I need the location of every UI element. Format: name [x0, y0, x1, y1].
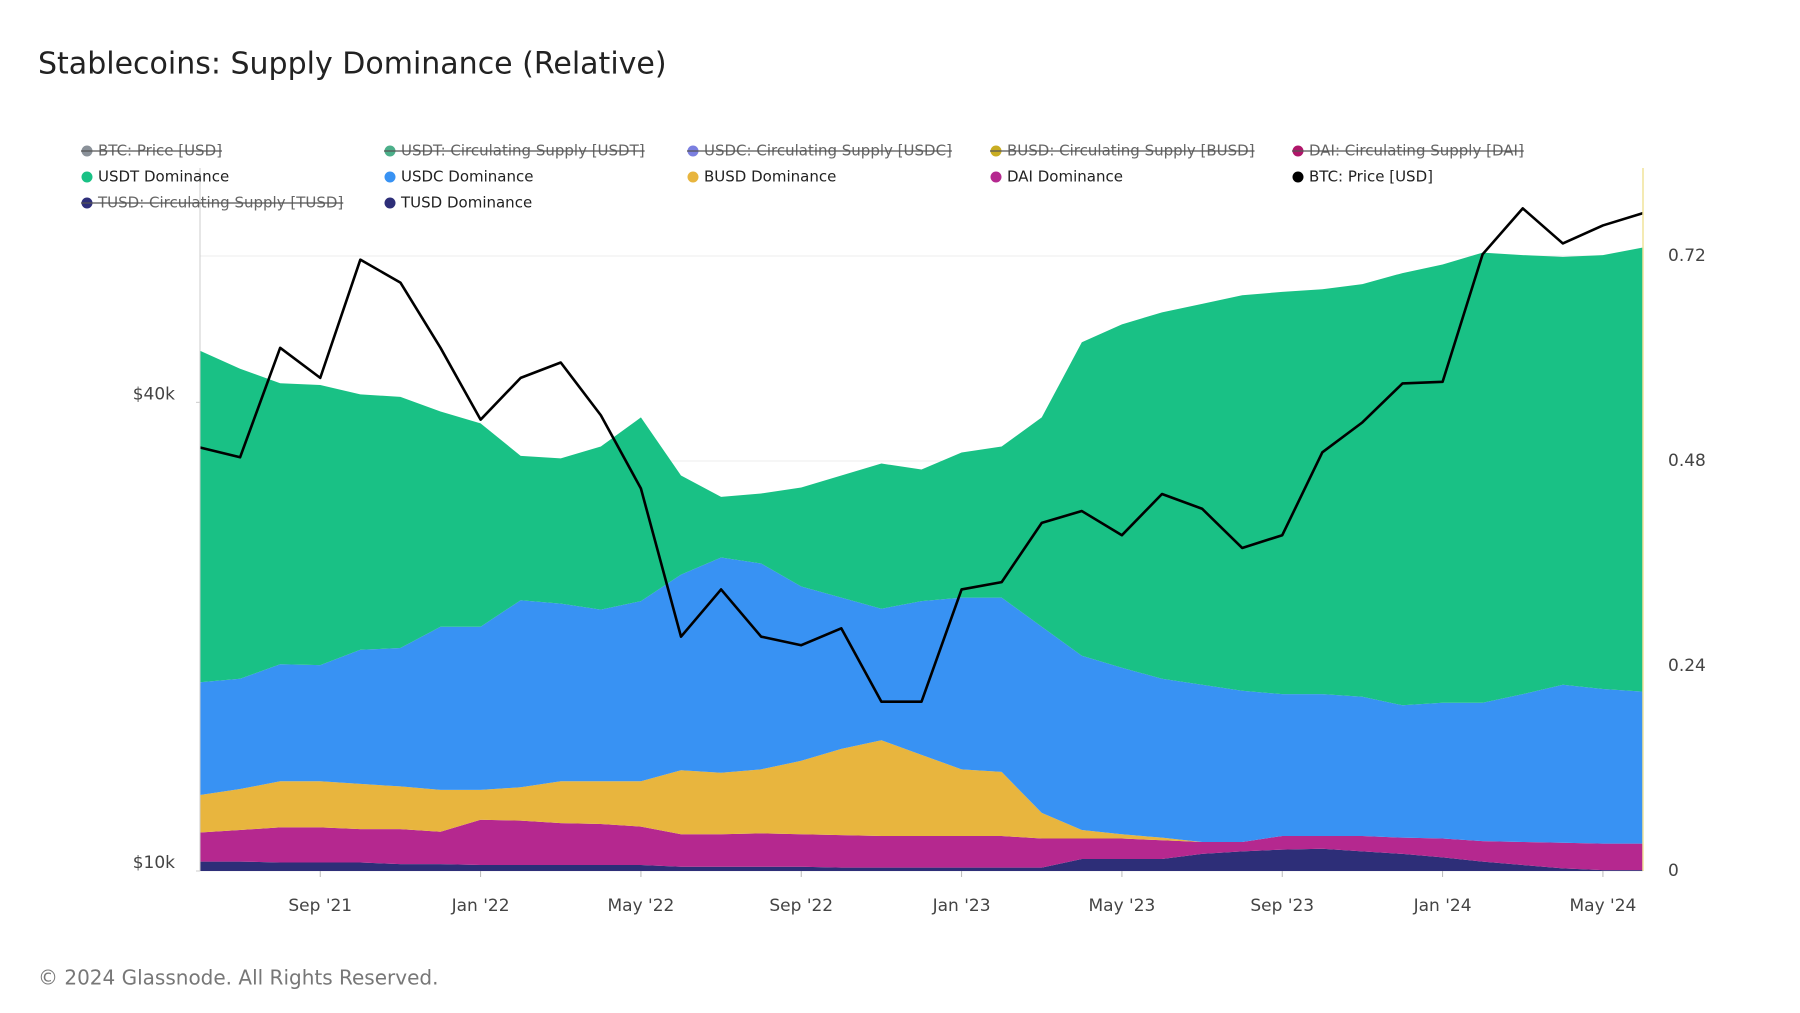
y-tick-label: $40k: [133, 384, 175, 404]
legend-swatch: [1292, 171, 1304, 183]
y2-tick-label: 0.24: [1668, 656, 1706, 676]
legend-label: USDT Dominance: [98, 168, 229, 186]
area: [200, 848, 1643, 871]
area: [200, 740, 1643, 844]
legend-label: BTC: Price [USD]: [1309, 168, 1433, 186]
x-tick-label: Sep '22: [769, 896, 833, 916]
legend-swatch: [81, 171, 93, 183]
legend-swatch: [687, 171, 699, 183]
legend-swatch: [990, 171, 1002, 183]
legend-item[interactable]: BUSD Dominance: [687, 168, 837, 186]
x-tick-label: May '23: [1088, 896, 1155, 916]
area: [200, 247, 1643, 706]
x-tick-label: Sep '21: [288, 896, 352, 916]
x-tick-label: Sep '23: [1250, 896, 1314, 916]
legend-label: DAI Dominance: [1007, 168, 1123, 186]
y2-tick-label: 0.48: [1668, 451, 1706, 471]
area: [200, 819, 1643, 871]
x-tick-label: May '22: [607, 896, 674, 916]
legend-item[interactable]: BUSD: Circulating Supply [BUSD]: [990, 142, 1255, 160]
legend-item[interactable]: BTC: Price [USD]: [81, 142, 222, 160]
legend-item[interactable]: BTC: Price [USD]: [1292, 168, 1433, 186]
x-tick-label: Jan '22: [451, 896, 510, 916]
legend-item[interactable]: DAI: Circulating Supply [DAI]: [1292, 142, 1524, 160]
x-tick-label: May '24: [1569, 896, 1636, 916]
chart-title: Stablecoins: Supply Dominance (Relative): [38, 47, 667, 82]
y-tick-label: $10k: [133, 853, 175, 873]
legend-label: BUSD Dominance: [704, 168, 836, 186]
legend: BTC: Price [USD] USDT: Circulating Supply…: [81, 142, 1524, 212]
legend-swatch: [384, 171, 396, 183]
y2-tick-label: 0: [1668, 861, 1679, 881]
x-tick-label: Jan '23: [932, 896, 991, 916]
legend-item[interactable]: USDC Dominance: [384, 168, 534, 186]
legend-label: TUSD Dominance: [400, 194, 532, 212]
price-line: [199, 207, 1644, 704]
plot-area: [199, 207, 1644, 872]
legend-item[interactable]: USDC: Circulating Supply [USDC]: [687, 142, 952, 160]
legend-item[interactable]: DAI Dominance: [990, 168, 1123, 186]
footer: © 2024 Glassnode. All Rights Reserved.: [38, 966, 438, 990]
legend-item[interactable]: TUSD: Circulating Supply [TUSD]: [81, 194, 344, 212]
legend-label: USDC Dominance: [401, 168, 533, 186]
legend-swatch: [384, 197, 396, 209]
legend-item[interactable]: USDT Dominance: [81, 168, 230, 186]
x-tick-label: Jan '24: [1413, 896, 1472, 916]
y2-tick-label: 0.72: [1668, 246, 1706, 266]
legend-item[interactable]: USDT: Circulating Supply [USDT]: [384, 142, 645, 160]
legend-item[interactable]: TUSD Dominance: [384, 194, 533, 212]
